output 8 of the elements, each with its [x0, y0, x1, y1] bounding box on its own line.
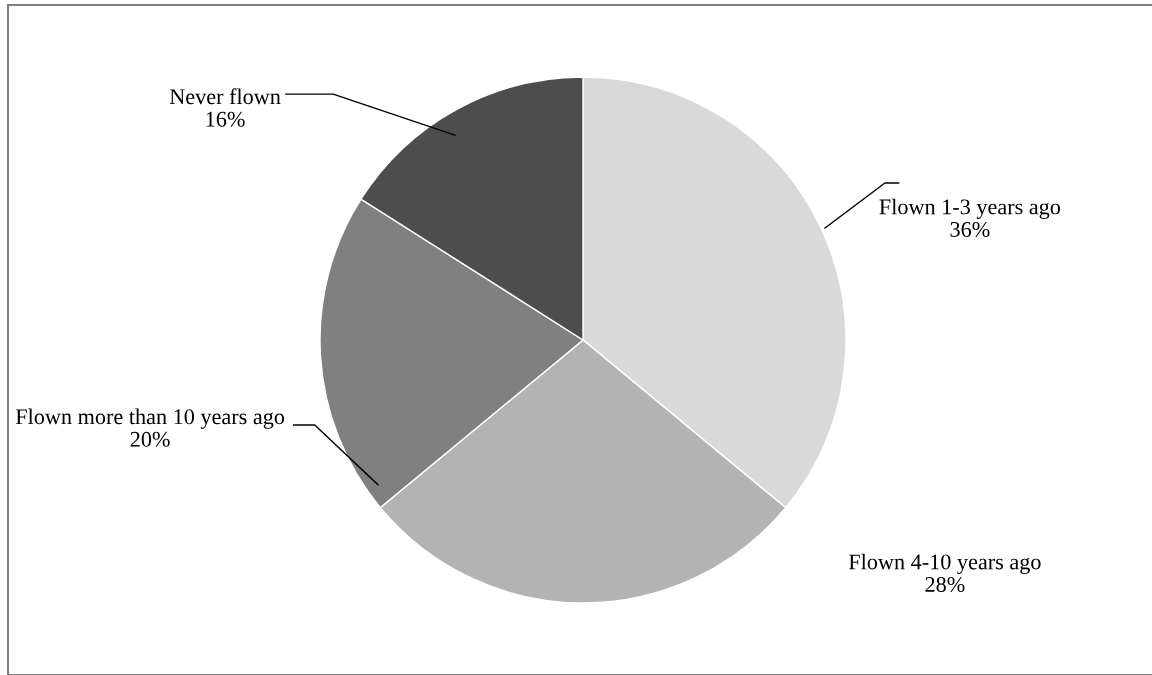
slice-label: Flown 4-10 years ago — [848, 553, 1041, 574]
slice-label: Never flown — [169, 88, 281, 105]
data-label: 20% — [130, 431, 170, 447]
slice-label: Flown 1-3 years ago — [879, 198, 1061, 219]
data-label: 16% — [206, 111, 245, 127]
data-label: 28% — [925, 576, 965, 593]
data-label: 36% — [950, 221, 990, 237]
slice-label: Flown more than 10 years ago — [15, 408, 285, 429]
